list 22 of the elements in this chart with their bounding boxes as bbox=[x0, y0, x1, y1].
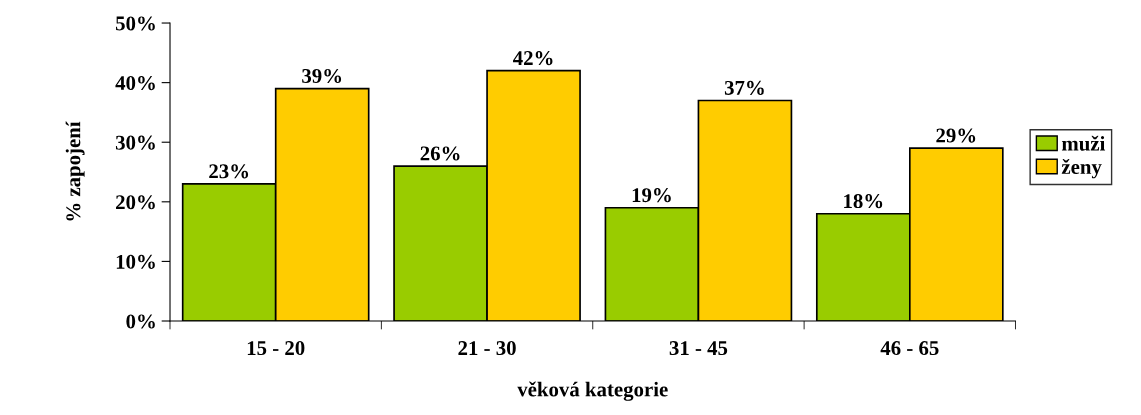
x-axis-title: věková kategorie bbox=[517, 381, 668, 401]
legend-label: muži bbox=[1061, 135, 1106, 151]
y-axis-title: % zapojení bbox=[65, 121, 85, 221]
y-tick-label: 30% bbox=[115, 135, 155, 150]
data-label: 29% bbox=[936, 128, 976, 143]
y-tick-label: 20% bbox=[116, 195, 155, 210]
data-label: 42% bbox=[513, 51, 553, 66]
data-label: 26% bbox=[420, 146, 460, 161]
y-tick-label: 50% bbox=[115, 16, 155, 31]
x-tick-label: 15 - 20 bbox=[247, 341, 305, 356]
y-tick-label: 40% bbox=[115, 76, 155, 91]
data-label: 39% bbox=[302, 68, 342, 84]
x-tick-label: 31 - 45 bbox=[669, 341, 728, 356]
x-tick-label: 46 - 65 bbox=[880, 341, 939, 356]
data-label: 18% bbox=[844, 194, 883, 209]
legend-label: ženy bbox=[1061, 159, 1102, 179]
y-tick-label: 0% bbox=[126, 314, 155, 329]
data-label: 19% bbox=[632, 188, 671, 203]
data-label: 23% bbox=[209, 164, 249, 179]
y-tick-label: 10% bbox=[116, 254, 155, 269]
data-label: 37% bbox=[724, 80, 764, 95]
x-tick-label: 21 - 30 bbox=[458, 341, 516, 356]
